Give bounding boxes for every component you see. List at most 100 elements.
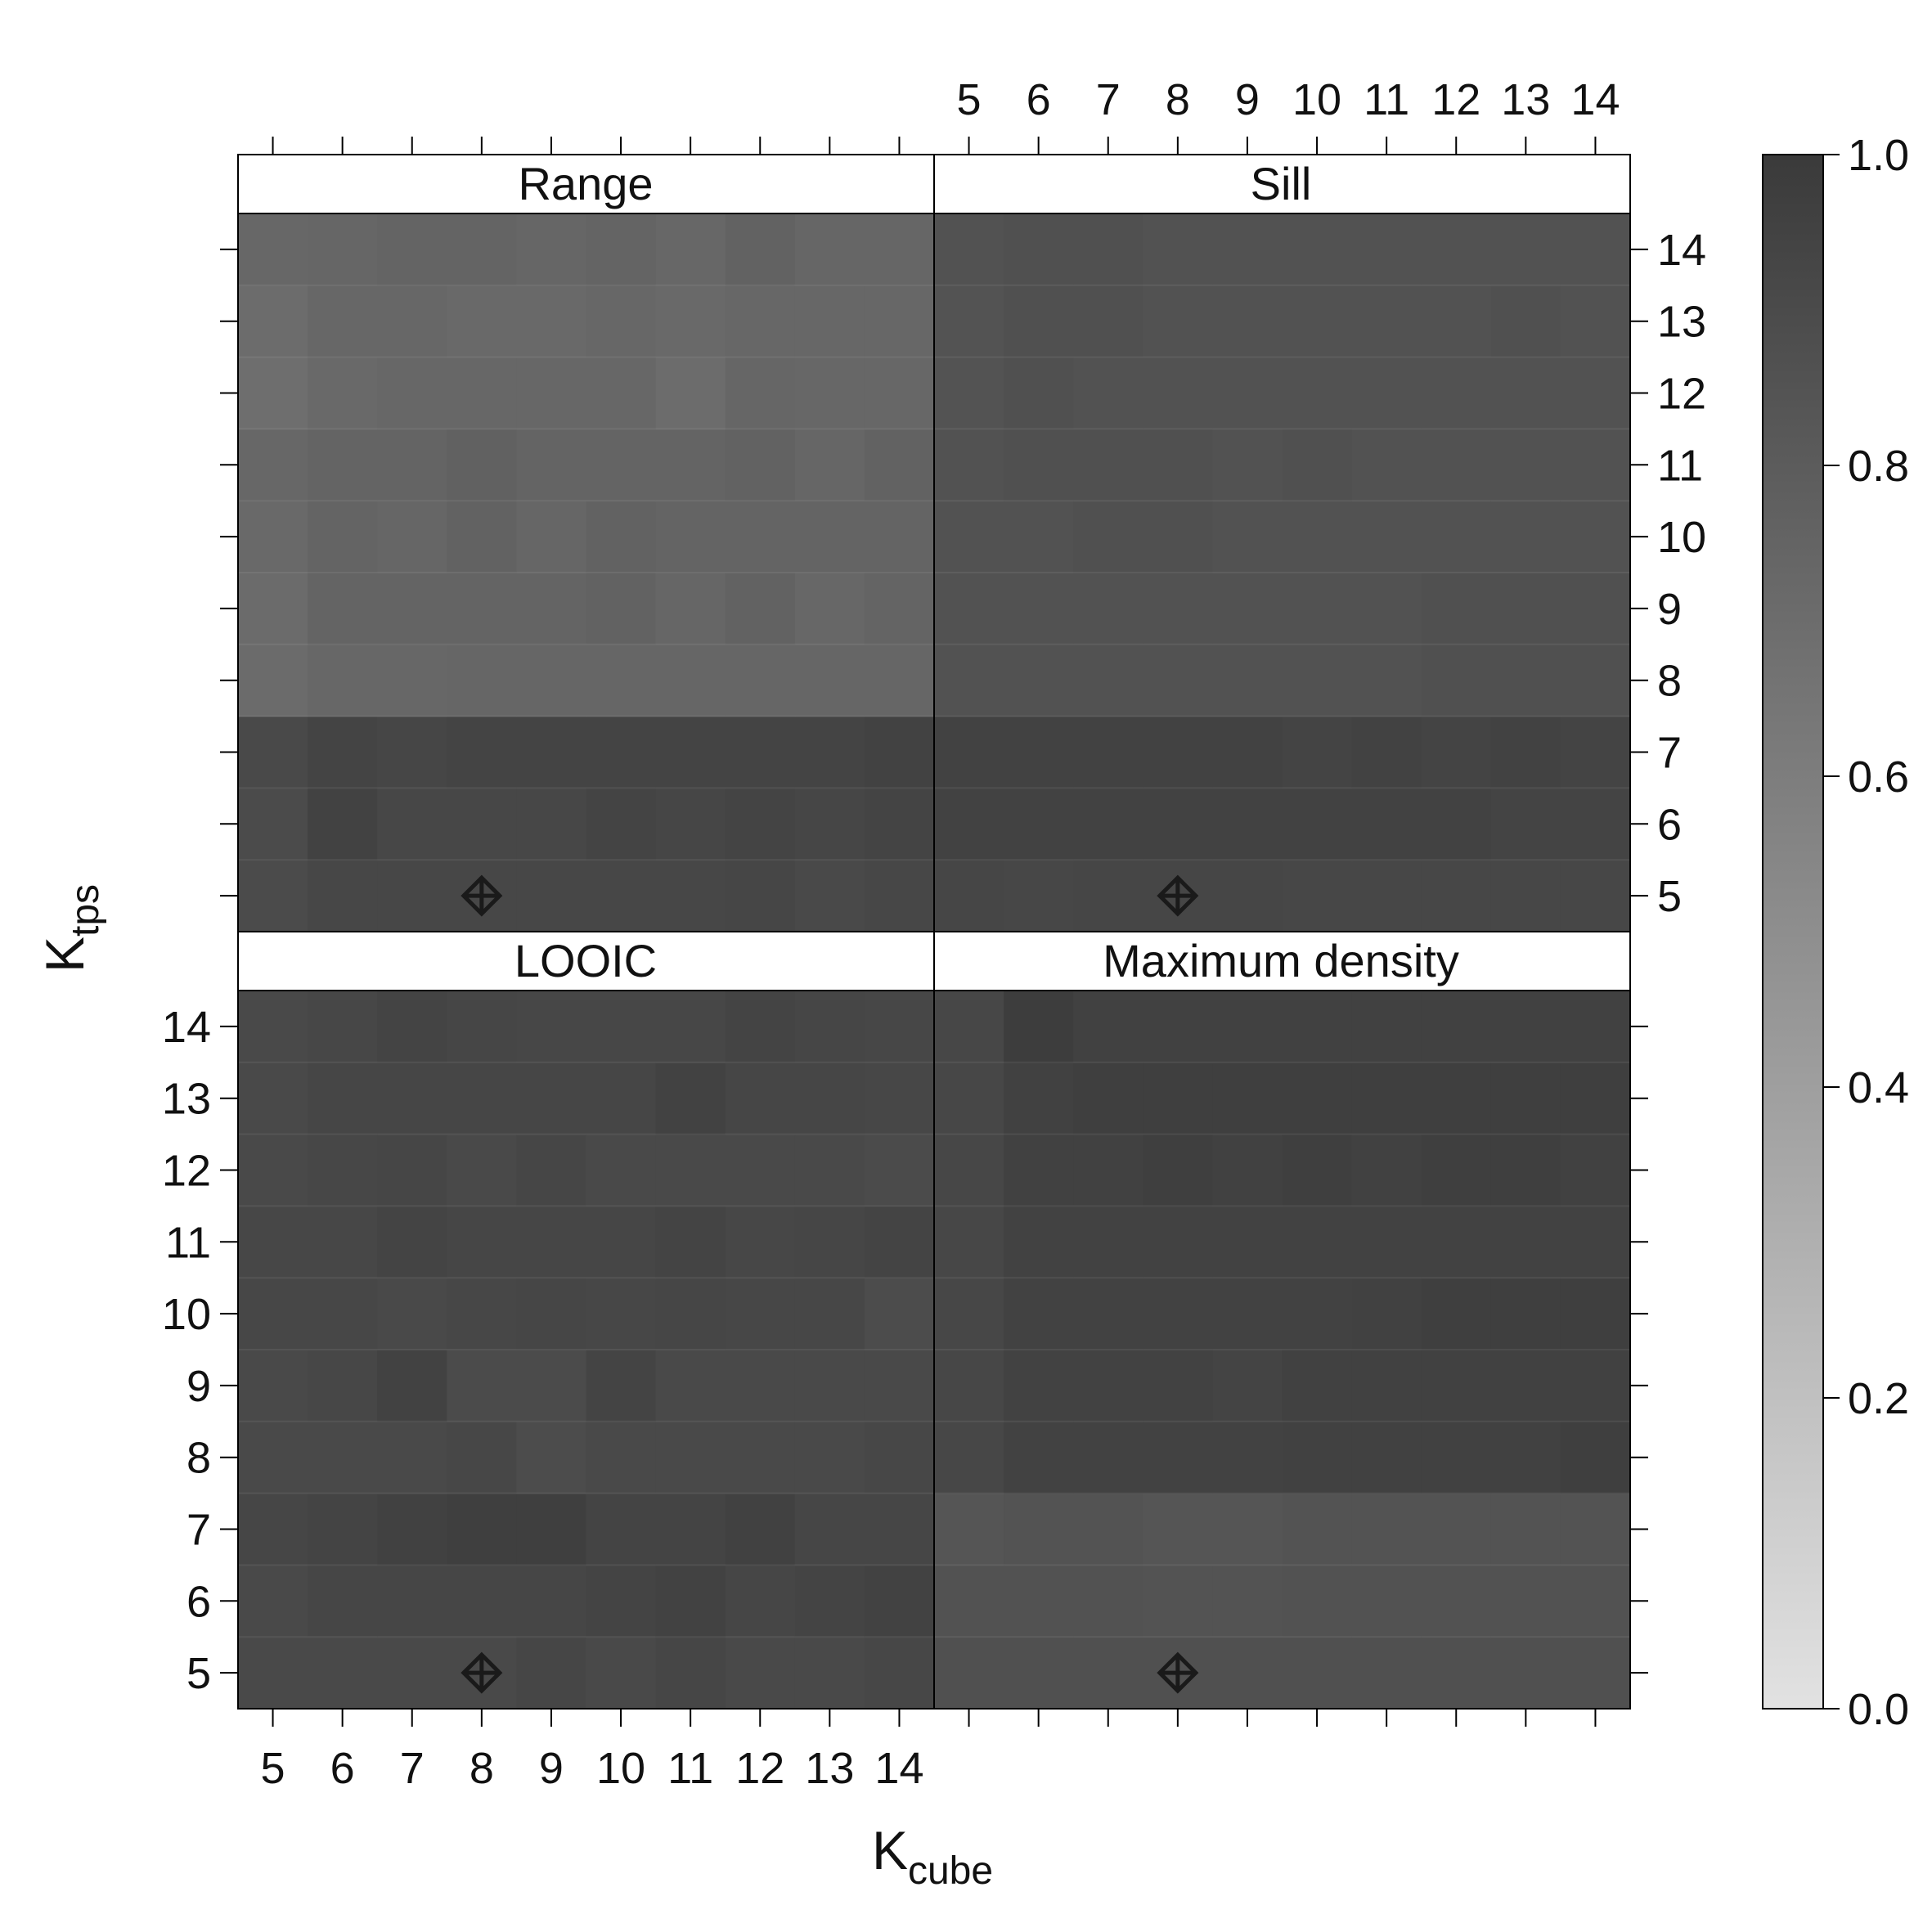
heatmap-cell <box>1560 644 1631 717</box>
heatmap-cell <box>1282 991 1353 1063</box>
y-tick-label-left: 14 <box>162 1003 211 1052</box>
panel-sill <box>933 154 1631 932</box>
heatmap-cell <box>655 285 726 358</box>
heatmap-cell <box>1560 1493 1631 1566</box>
heatmap-cell <box>934 716 1004 789</box>
heatmap-cell <box>1212 1350 1283 1422</box>
heatmap-cell <box>447 1493 517 1566</box>
heatmap-cell <box>934 788 1004 860</box>
heatmap-cell <box>934 1565 1004 1638</box>
panel-looic <box>237 931 935 1710</box>
heatmap-cell <box>1560 1637 1631 1710</box>
heatmap-cell <box>725 788 796 860</box>
heatmap-cell <box>1351 1637 1422 1710</box>
heatmap-cell <box>516 1637 587 1710</box>
heatmap-cell <box>377 1350 447 1422</box>
heatmap-cell <box>1282 1421 1353 1494</box>
heatmap-cell <box>377 644 447 717</box>
heatmap-cell <box>1351 1062 1422 1135</box>
heatmap-cell <box>725 213 796 286</box>
heatmap-cell <box>934 501 1004 573</box>
heatmap-cell <box>447 1062 517 1135</box>
heatmap-cell <box>516 1062 587 1135</box>
heatmap-cell <box>794 991 865 1063</box>
heatmap-cell <box>1004 788 1074 860</box>
heatmap-cell <box>447 573 517 645</box>
heatmap-cell <box>934 860 1004 932</box>
heatmap-cell <box>1212 1062 1283 1135</box>
heatmap-cell <box>1004 1637 1074 1710</box>
heatmap-cell <box>1351 213 1422 286</box>
heatmap-cell <box>1212 1565 1283 1638</box>
heatmap-cell <box>794 429 865 501</box>
panel-title-range: Range <box>518 158 653 209</box>
heatmap-cell <box>1073 1278 1143 1350</box>
heatmap-cell <box>934 285 1004 358</box>
heatmap-cell <box>1421 991 1492 1063</box>
panel-border <box>933 990 1631 1710</box>
heatmap-cell <box>1490 1637 1561 1710</box>
heatmap-cell <box>308 644 378 717</box>
heatmap-cell <box>794 1637 865 1710</box>
colorbar-tick-label: 1.0 <box>1848 131 1909 180</box>
heatmap-cell <box>238 1278 308 1350</box>
x-axis-title-base: K <box>872 1820 908 1880</box>
heatmap-cell <box>516 357 587 429</box>
heatmap-cell <box>655 429 726 501</box>
heatmap-cell <box>934 1637 1004 1710</box>
heatmap-cell <box>725 1565 796 1638</box>
heatmap-cell <box>238 860 308 932</box>
heatmap-cell <box>1143 1062 1213 1135</box>
heatmap-cell <box>516 1350 587 1422</box>
heatmap-cell <box>586 788 657 860</box>
heatmap-cell <box>1421 1206 1492 1278</box>
heatmap-cell <box>794 860 865 932</box>
heatmap-cell <box>1490 991 1561 1063</box>
heatmap-cell <box>1490 357 1561 429</box>
heatmap-cell <box>1073 429 1143 501</box>
heatmap-cell <box>516 213 587 286</box>
heatmap-cell <box>447 1350 517 1422</box>
panel-strip <box>933 931 1631 991</box>
heatmap-cell <box>377 788 447 860</box>
heatmap-cell <box>308 573 378 645</box>
heatmap-cell <box>1560 501 1631 573</box>
heatmap-cell <box>655 357 726 429</box>
y-axis-title-base: K <box>34 937 95 973</box>
heatmap-cell <box>1212 1493 1283 1566</box>
heatmap-cell <box>1073 1637 1143 1710</box>
heatmap-cell <box>377 429 447 501</box>
heatmap-cell <box>516 285 587 358</box>
heatmap-cell <box>1282 1637 1353 1710</box>
heatmap-cell <box>1490 213 1561 286</box>
heatmap-cell <box>377 1134 447 1206</box>
heatmap-cell <box>1073 716 1143 789</box>
heatmap-cell <box>934 1421 1004 1494</box>
heatmap-cell <box>1073 285 1143 358</box>
heatmap-cell <box>1560 1421 1631 1494</box>
heatmap-cell <box>516 644 587 717</box>
heatmap-cell <box>1212 788 1283 860</box>
heatmap-cell <box>1073 213 1143 286</box>
y-tick-label-left: 12 <box>162 1147 211 1196</box>
heatmap-cell <box>1421 1278 1492 1350</box>
heatmap-cell <box>1490 1278 1561 1350</box>
heatmap-cell <box>655 573 726 645</box>
heatmap-cell <box>1282 1134 1353 1206</box>
heatmap-cell <box>377 501 447 573</box>
heatmap-cell <box>308 1637 378 1710</box>
heatmap-cell <box>934 1350 1004 1422</box>
heatmap-cell <box>1212 1637 1283 1710</box>
heatmap-cell <box>1143 788 1213 860</box>
heatmap-cell <box>1490 429 1561 501</box>
heatmap-cell <box>1560 573 1631 645</box>
heatmap-cell <box>1004 716 1074 789</box>
heatmap-cell <box>1073 573 1143 645</box>
panel-strip <box>237 931 935 991</box>
heatmap-cell <box>1212 1206 1283 1278</box>
heatmap-cell <box>1490 1421 1561 1494</box>
y-tick-label-left: 5 <box>186 1649 211 1698</box>
x-tick-label-bottom: 8 <box>470 1744 494 1793</box>
y-tick-label-right: 6 <box>1657 800 1682 849</box>
x-tick-label-bottom: 7 <box>400 1744 425 1793</box>
